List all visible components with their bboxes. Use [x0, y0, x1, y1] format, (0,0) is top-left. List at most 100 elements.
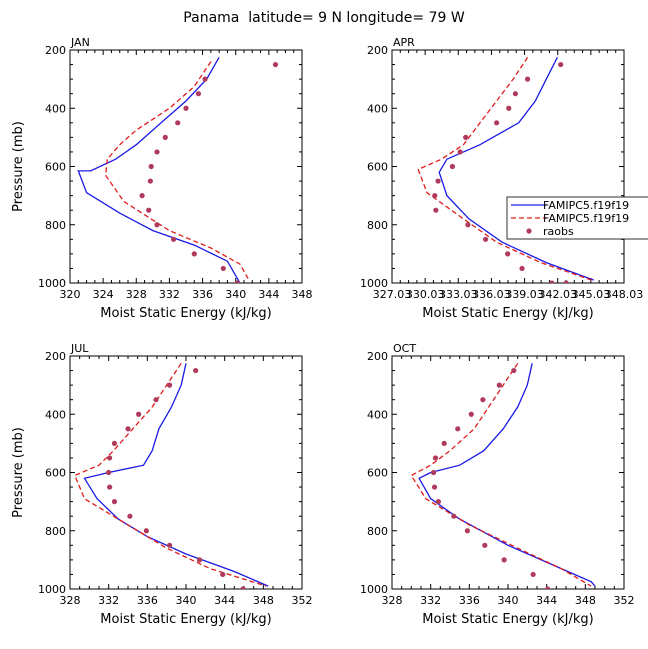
x-tick-label: 340 [498, 594, 519, 607]
x-tick-label: 336 [192, 288, 213, 301]
panel-label: JAN [70, 36, 90, 49]
y-tick-label: 600 [367, 467, 388, 480]
raobs-point [494, 120, 500, 126]
plot-frame [69, 49, 303, 284]
raobs-point [139, 193, 145, 199]
x-axis-title: Moist Static Energy (kJ/kg) [100, 306, 271, 321]
raobs-point [111, 499, 118, 505]
x-tick-label: 348 [575, 594, 596, 607]
model-1-line [83, 363, 269, 587]
legend-label: FAMIPC5.f19f19 [543, 199, 629, 212]
x-tick-label: 352 [292, 594, 313, 607]
raobs-point [431, 484, 438, 490]
y-tick-label: 200 [45, 350, 66, 363]
raobs-point [558, 61, 564, 68]
raobs-point [147, 178, 153, 184]
raobs-point [272, 61, 279, 68]
x-tick-label: 352 [614, 594, 635, 607]
panels: 320 324 328 332 336 340 344 348 200 400 600 800 1000… [11, 36, 643, 627]
panel-label: OCT [393, 342, 416, 355]
raobs-point [451, 513, 457, 519]
raobs-point [202, 76, 208, 82]
y-tick-label: 400 [367, 102, 388, 115]
raobs-point [482, 236, 489, 242]
y-axis-title: Pressure (mb) [11, 121, 26, 212]
y-tick-label: 600 [45, 161, 66, 174]
raobs-point [464, 528, 470, 534]
model-2-line [73, 362, 267, 587]
raobs-point [125, 426, 131, 432]
raobs-point [432, 193, 438, 199]
x-tick-label: 336 [137, 594, 158, 607]
raobs-point [166, 382, 173, 388]
x-tick-label: 344 [258, 288, 279, 301]
raobs-point [506, 105, 512, 111]
x-tick-label: 344 [214, 594, 235, 607]
raobs-point [240, 586, 246, 589]
x-tick-label: 348 [253, 594, 274, 607]
x-tick-label: 340 [225, 288, 246, 301]
x-tick-label: 330.03 [406, 288, 445, 301]
x-tick-label: 332 [98, 594, 119, 607]
raobs-point [455, 426, 461, 432]
raobs-point [524, 76, 531, 82]
plot-area [73, 362, 269, 589]
raobs-point [154, 149, 160, 155]
figure-title: Panama latitude= 9 N longitude= 79 W [183, 10, 465, 26]
model-2-line [104, 61, 249, 279]
y-tick-label: 200 [367, 350, 388, 363]
y-tick-label: 400 [45, 408, 66, 421]
raobs-point [430, 469, 437, 476]
x-tick-label: 328 [60, 594, 81, 607]
raobs-point [220, 571, 226, 578]
y-tick-label: 400 [45, 102, 66, 115]
y-tick-label: 800 [45, 525, 66, 538]
raobs-point [195, 91, 202, 97]
raobs-point [175, 120, 181, 126]
raobs-point [511, 367, 517, 374]
raobs-point [463, 134, 469, 140]
model-1-line [438, 57, 595, 281]
raobs-point [106, 469, 112, 476]
x-tick-label: 345.03 [572, 288, 611, 301]
x-tick-label: 327.03 [373, 288, 412, 301]
raobs-point [482, 542, 488, 548]
plot-area [417, 56, 595, 283]
model-1-line [77, 56, 241, 283]
y-tick-label: 800 [45, 219, 66, 232]
plot-area [410, 362, 596, 589]
raobs-point [433, 207, 439, 213]
raobs-point [191, 251, 197, 257]
raobs-point [545, 586, 551, 589]
legend-label: FAMIPC5.f19f19 [543, 212, 629, 225]
x-tick-label: 328 [126, 288, 147, 301]
y-tick-label: 800 [367, 525, 388, 538]
raobs-point [501, 557, 507, 563]
raobs-point [220, 265, 226, 272]
raobs-point [441, 440, 447, 446]
legend-marker [526, 228, 532, 234]
raobs-point [154, 222, 160, 228]
x-tick-label: 340 [176, 594, 197, 607]
raobs-point [435, 499, 441, 505]
raobs-point [107, 484, 113, 490]
y-axis-title: Pressure (mb) [11, 427, 26, 518]
raobs-point [234, 280, 240, 283]
raobs-point [196, 557, 203, 563]
raobs-point [146, 207, 152, 213]
panel-label: APR [393, 36, 415, 49]
model-2-line [410, 362, 592, 587]
x-tick-label: 324 [93, 288, 114, 301]
x-tick-label: 332 [159, 288, 180, 301]
x-tick-label: 336.03 [472, 288, 511, 301]
model-2-line [417, 56, 592, 281]
x-tick-label: 332 [420, 594, 441, 607]
y-tick-label: 400 [367, 408, 388, 421]
raobs-point [193, 367, 199, 374]
model-1-line [418, 363, 596, 587]
y-tick-label: 600 [45, 467, 66, 480]
x-tick-label: 320 [60, 288, 81, 301]
x-tick-label: 336 [459, 594, 480, 607]
x-tick-label: 342.03 [538, 288, 577, 301]
x-axis-title: Moist Static Energy (kJ/kg) [100, 612, 271, 627]
